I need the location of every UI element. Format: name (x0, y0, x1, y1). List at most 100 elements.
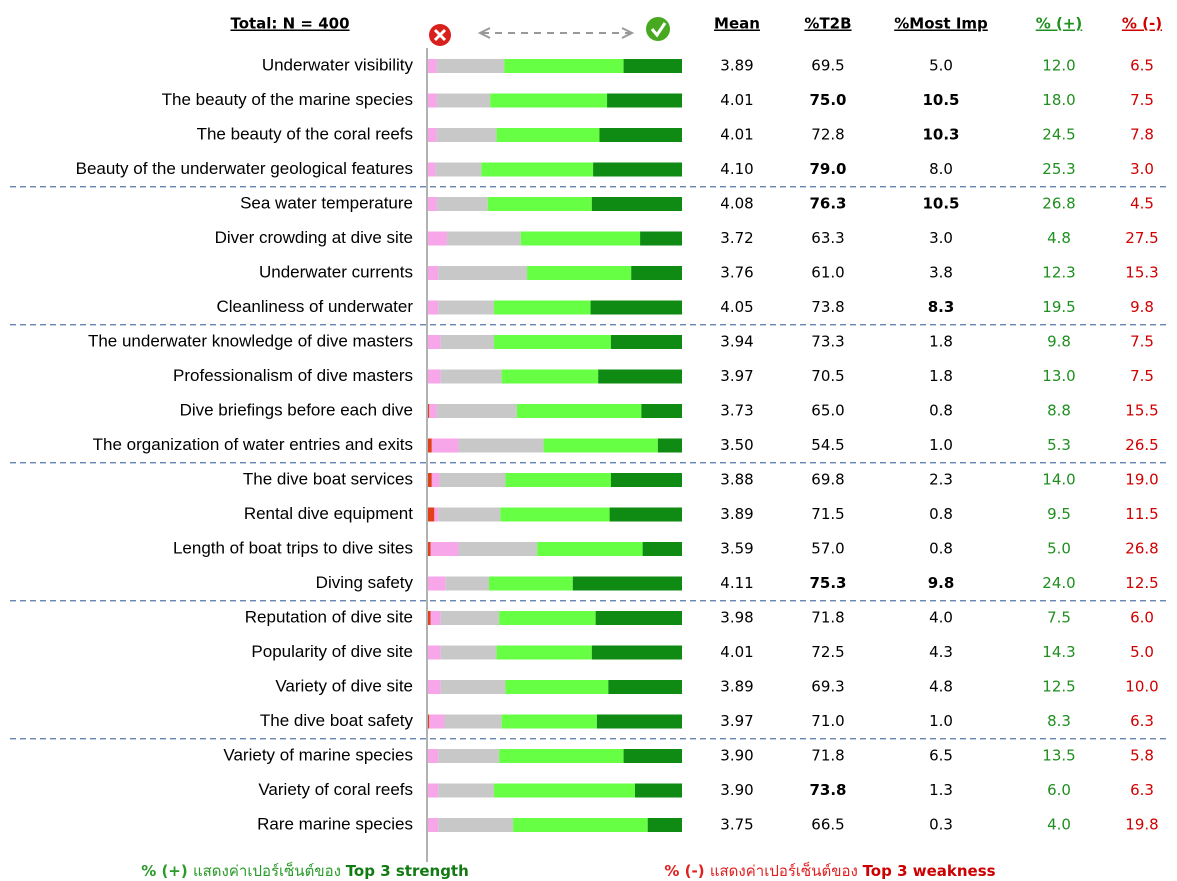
bar-segment (428, 611, 431, 625)
bar-segment (431, 473, 440, 487)
row-label: Underwater currents (259, 262, 413, 281)
bar-segment (428, 231, 448, 246)
bar-segment (438, 749, 500, 763)
cell: 12.0 (1042, 57, 1075, 75)
bar-segment (647, 818, 682, 832)
cell: 4.05 (720, 298, 753, 316)
cell: 1.0 (929, 712, 953, 730)
bar-segment (527, 266, 632, 280)
row-label: The dive boat safety (260, 711, 414, 730)
cell: 3.90 (720, 781, 753, 799)
cell: 5.3 (1047, 436, 1071, 454)
cell: 4.08 (720, 195, 753, 213)
bar-segment (631, 266, 682, 280)
cell: 13.5 (1042, 747, 1075, 765)
bar-segment (543, 438, 658, 453)
column-header: Mean (714, 15, 760, 33)
bar-segment (428, 59, 437, 73)
cell: 5.8 (1130, 747, 1154, 765)
bar-segment (494, 335, 611, 349)
cell: 3.8 (929, 264, 953, 282)
cell: 12.5 (1042, 678, 1075, 696)
bar-segment (496, 128, 600, 142)
bar-segment (505, 680, 609, 694)
bar-segment (434, 507, 439, 522)
cell: 3.89 (720, 678, 753, 696)
bar-segment (599, 128, 682, 142)
bar-segment (481, 162, 594, 177)
bar-segment (428, 473, 432, 487)
bar-segment (439, 473, 506, 487)
bar-segment (428, 369, 441, 384)
bar-segment (445, 576, 489, 591)
cell: 4.11 (720, 574, 753, 592)
column-header: % (+) (1036, 15, 1083, 33)
footnote: % (-) แสดงค่าเปอร์เซ็นต์ของ Top 3 weakne… (664, 861, 995, 880)
bar-segment (520, 231, 641, 246)
cell: 79.0 (809, 160, 846, 178)
cell: 71.8 (811, 747, 844, 765)
column-header: %Most Imp (894, 15, 988, 33)
cell: 4.5 (1130, 195, 1154, 213)
bar-segment (429, 404, 437, 418)
bar-segment (438, 783, 495, 798)
chart-title: Total: N = 400 (230, 15, 349, 33)
cell: 5.0 (1047, 540, 1071, 558)
bar-segment (607, 93, 682, 108)
bar-segment (436, 128, 497, 142)
bar-segment (436, 197, 488, 211)
arrow (477, 27, 635, 39)
bar-segment (499, 611, 596, 625)
cell: 54.5 (811, 436, 844, 454)
bar-segment (435, 162, 482, 177)
cell: 69.8 (811, 471, 844, 489)
bar-segment (640, 231, 682, 246)
bar-segment (428, 162, 436, 177)
bar-segment (505, 473, 611, 487)
cell: 1.0 (929, 436, 953, 454)
cell: 4.0 (1047, 816, 1071, 834)
cell: 11.5 (1125, 505, 1158, 523)
cell: 12.5 (1125, 574, 1158, 592)
cell: 5.0 (1130, 643, 1154, 661)
cell: 75.3 (809, 574, 846, 592)
footnote-part: แสดงค่าเปอร์เซ็นต์ของ (193, 861, 346, 880)
row-label: The beauty of the marine species (162, 90, 413, 109)
bar-segment (428, 680, 441, 694)
cell: 8.3 (928, 298, 955, 316)
cell: 3.89 (720, 57, 753, 75)
cell: 5.0 (929, 57, 953, 75)
icon-negative (429, 24, 451, 46)
bar-segment (610, 335, 682, 349)
bar-segment (458, 438, 544, 453)
bar-segment (428, 335, 441, 349)
cell: 12.3 (1042, 264, 1075, 282)
bar-segment (428, 749, 439, 763)
column-header: % (-) (1122, 15, 1162, 33)
bar-segment (608, 680, 682, 694)
row-label: Popularity of dive site (251, 642, 413, 661)
cell: 4.0 (929, 609, 953, 627)
bar-segment (440, 680, 506, 694)
bar-segment (428, 542, 431, 556)
bar-segment (428, 197, 437, 211)
bar-segment (436, 404, 517, 418)
cell: 0.8 (929, 505, 953, 523)
cell: 6.0 (1047, 781, 1071, 799)
bar-segment (430, 611, 441, 625)
cell: 26.8 (1125, 540, 1158, 558)
cell: 10.3 (922, 126, 959, 144)
cell: 73.3 (811, 333, 844, 351)
bar-segment (438, 266, 528, 280)
cell: 69.3 (811, 678, 844, 696)
bar-segment (438, 300, 495, 315)
bar-segment (572, 576, 682, 591)
row-label: Professionalism of dive masters (173, 366, 413, 385)
bar-segment (642, 542, 682, 556)
cell: 3.75 (720, 816, 753, 834)
cell: 75.0 (809, 91, 846, 109)
row-label: Underwater visibility (262, 55, 414, 74)
bar-segment (440, 369, 502, 384)
row-label: Diving safety (316, 573, 414, 592)
